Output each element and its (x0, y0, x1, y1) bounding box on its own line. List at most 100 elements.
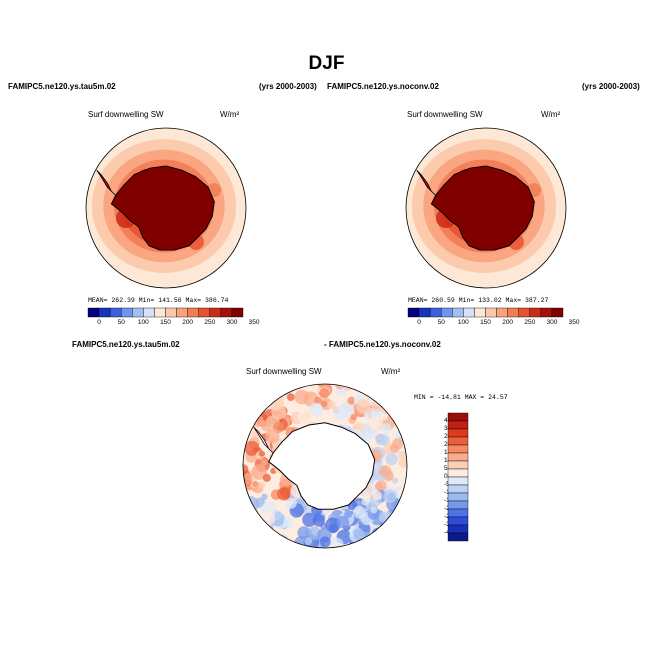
left-case-label: FAMIPC5.ne120.ys.tau5m.02 (8, 82, 116, 91)
diff-cell (294, 389, 310, 405)
colorbar-swatch (429, 307, 442, 318)
diff-cell (263, 387, 274, 398)
colorbar-tick-label: 40 (444, 417, 452, 424)
diff-cell (251, 384, 260, 389)
colorbar-tick-label: 100 (137, 319, 149, 326)
diff-cell (387, 388, 397, 398)
diff-cell (355, 399, 371, 414)
diff-cell (257, 527, 271, 542)
diff-cell (257, 390, 271, 404)
right-panel-stats: MEAN= 260.59 Min= 133.02 Max= 387.27 (408, 297, 549, 304)
diff-cell (383, 489, 397, 503)
diff-cell (353, 505, 366, 519)
diff-cell (371, 399, 384, 412)
colorbar-swatch (447, 460, 469, 470)
diff-cell (396, 409, 407, 425)
diff-cell (398, 451, 407, 460)
right-years-label: (yrs 2000-2003) (582, 82, 640, 91)
diff-cell (374, 482, 384, 491)
diff-cell (243, 414, 250, 425)
colorbar-swatch (447, 500, 469, 510)
colorbar-swatch (540, 307, 553, 318)
colorbar-swatch (447, 468, 469, 478)
diff-cell (262, 473, 271, 482)
figure-title: DJF (308, 53, 345, 74)
diff-cell (394, 384, 407, 395)
diff-cell (314, 396, 322, 405)
diff-cell (384, 525, 395, 536)
diff-cell (378, 434, 390, 446)
colorbar-swatch (220, 307, 233, 318)
diff-cell (396, 403, 407, 416)
left-panel-title: Surf downwelling SW (88, 110, 164, 119)
colorbar-swatch (447, 444, 469, 454)
colorbar-tick-label: 25 (444, 433, 452, 440)
diff-cell (380, 522, 396, 538)
diff-map (242, 383, 408, 549)
diff-cell (400, 412, 407, 423)
diff-cell (269, 384, 282, 395)
diff-cell (247, 508, 256, 517)
diff-cell (381, 386, 393, 398)
diff-cell (251, 464, 267, 480)
peninsula-outline (96, 169, 116, 196)
diff-cell (379, 465, 392, 478)
diff-cell (286, 393, 295, 401)
colorbar-swatch (447, 492, 469, 502)
diff-cell (246, 418, 254, 426)
antarctica-outline (110, 165, 215, 251)
diff-cell (257, 393, 269, 405)
map-boundary (242, 383, 408, 549)
diff-cell (265, 428, 280, 444)
diff-cell (388, 384, 402, 393)
colorbar-swatch (447, 508, 469, 518)
colorbar-tick-label: 100 (457, 319, 469, 326)
diff-cell (283, 517, 294, 528)
diff-cell (334, 384, 345, 390)
diff-case-a-label: FAMIPC5.ne120.ys.tau5m.02 (72, 340, 180, 349)
diff-cell (362, 490, 369, 497)
diff-cell (401, 421, 407, 430)
colorbar-swatch (165, 307, 177, 318)
antarctica-outline (268, 422, 376, 510)
left-map (85, 127, 247, 289)
diff-panel-units: W/m² (381, 367, 401, 376)
diff-cell (371, 527, 385, 541)
colorbar-tick-label: 250 (204, 319, 216, 326)
diff-cell (243, 413, 255, 429)
colorbar-swatch (154, 307, 166, 318)
diff-cell (387, 528, 398, 538)
colorbar-swatch (452, 307, 464, 318)
diff-cell (392, 466, 407, 481)
diff-cell (243, 517, 252, 527)
colorbar-swatch (447, 516, 469, 526)
diff-cell (391, 384, 407, 398)
diff-cell (370, 506, 378, 514)
diff-cell (396, 515, 407, 531)
right-map (405, 127, 567, 289)
diff-case-b-label: - FAMIPC5.ne120.ys.noconv.02 (324, 340, 441, 349)
colorbar-swatch (198, 307, 210, 318)
colorbar-tick-label: 150 (160, 319, 171, 326)
diff-cell (325, 517, 341, 533)
diff-cell (302, 512, 317, 527)
diff-cell (390, 384, 400, 392)
diff-cell (261, 493, 268, 500)
diff-cell (258, 481, 266, 489)
colorbar-swatch (447, 532, 469, 542)
colorbar-tick-label: 350 (568, 319, 580, 326)
diff-colorbar (447, 412, 469, 542)
diff-cell (392, 438, 404, 450)
diff-cell (250, 394, 263, 407)
diff-panel-stats: MIN = -14.81 MAX = 24.57 (414, 394, 508, 401)
diff-cell (243, 405, 256, 420)
colorbar-swatch (187, 307, 199, 318)
diff-cell (297, 526, 311, 540)
colorbar-tick-label: 200 (502, 319, 514, 326)
diff-cell (368, 437, 377, 446)
diff-cell (243, 530, 248, 540)
diff-cell (243, 402, 247, 409)
colorbar-swatch (441, 307, 453, 318)
colorbar-swatch (209, 307, 222, 318)
colorbar-swatch (407, 307, 420, 318)
